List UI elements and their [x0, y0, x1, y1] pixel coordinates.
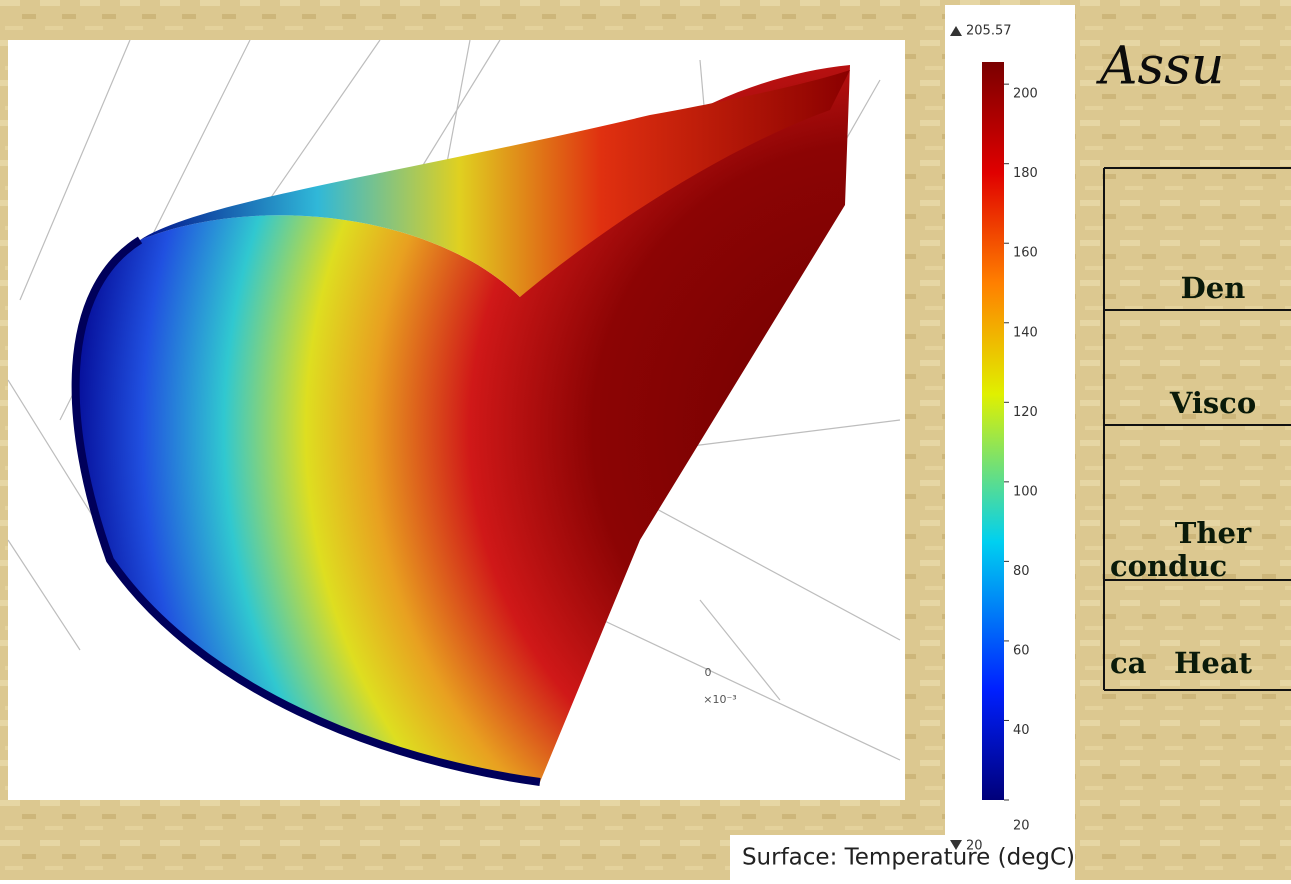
heading: Assu: [1096, 37, 1224, 97]
tick-label: 160: [1013, 246, 1038, 261]
tick-label: 180: [1013, 166, 1038, 181]
colorbar: [982, 62, 1004, 800]
tick-label: 20: [1013, 819, 1030, 834]
colorbar-caption: Surface: Temperature (degC): [742, 845, 1075, 871]
row-label: Den: [1181, 271, 1246, 305]
tick-label: 60: [1013, 643, 1030, 658]
tick-label: 140: [1013, 325, 1038, 340]
row-label: Visco: [1169, 386, 1256, 420]
tick-label: 80: [1013, 564, 1030, 579]
tick-label: 40: [1013, 723, 1030, 738]
tick-label: 120: [1013, 405, 1038, 420]
slide: 0 ×10⁻³ 205.57 20 Surface: Temperature (…: [0, 0, 1291, 880]
page: 0 ×10⁻³ 205.57 20 Surface: Temperature (…: [0, 0, 1291, 880]
colorbar-panel: [945, 5, 1075, 880]
row-label: Heatca: [1110, 646, 1253, 680]
axis-zero: 0: [705, 666, 712, 679]
tick-label: 100: [1013, 484, 1038, 499]
axis-exponent: ×10⁻³: [703, 693, 736, 706]
tick-label: 200: [1013, 87, 1038, 102]
colorbar-max: 205.57: [966, 24, 1012, 39]
